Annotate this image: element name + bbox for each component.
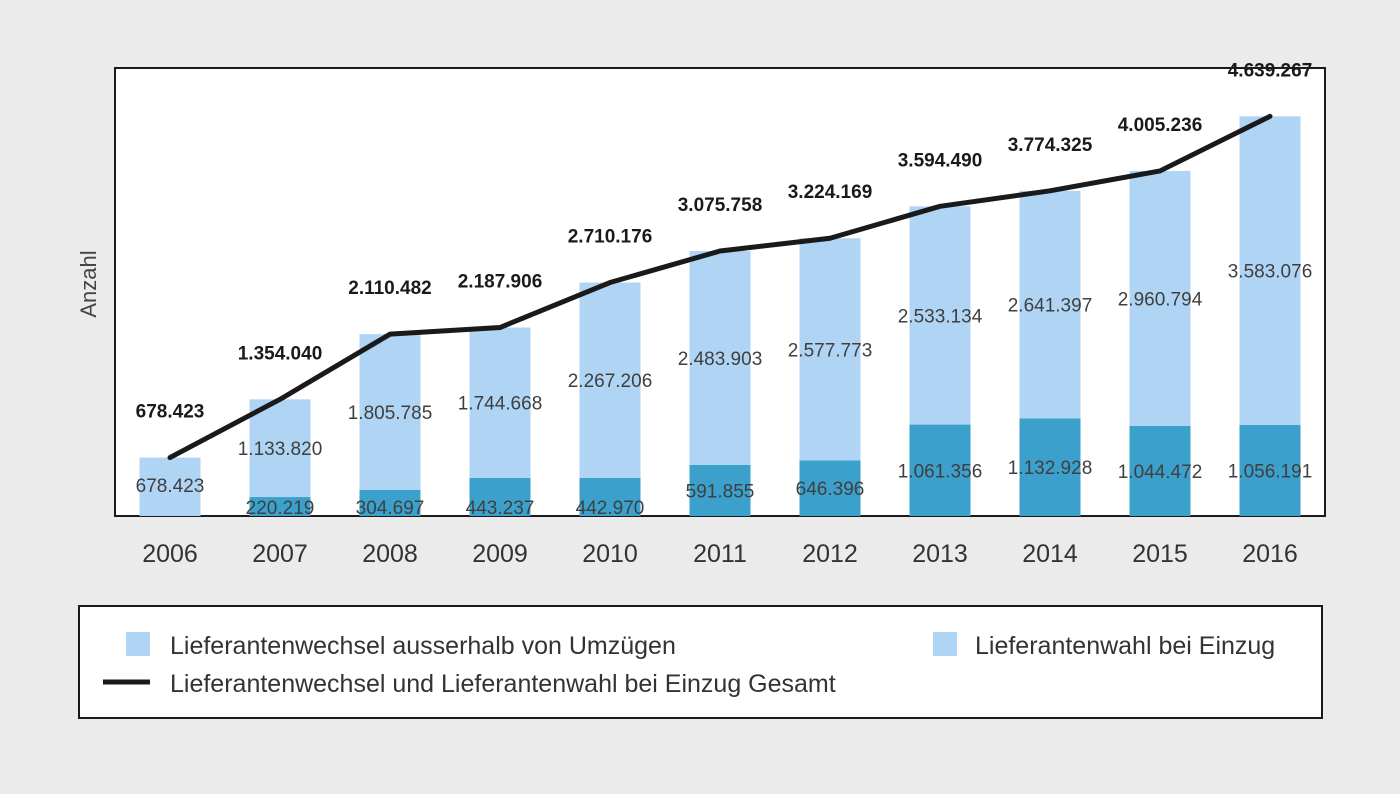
x-tick-2009: 2009: [472, 540, 528, 568]
label-total-2015: 4.005.236: [1118, 115, 1203, 136]
label-wechsel-2011: 2.483.903: [678, 349, 763, 370]
labels-layer: 678.423 678.423 220.219 1.133.820 1.354.040 3…: [136, 60, 1313, 519]
bar-einzug-2010: [579, 477, 641, 516]
bar-wechsel-2013: [909, 206, 971, 425]
bar-wechsel-2010: [579, 282, 641, 478]
x-tick-2007: 2007: [252, 540, 308, 568]
y-axis-title: Anzahl: [76, 250, 101, 317]
bar-wechsel-2011: [689, 251, 751, 466]
x-tick-2013: 2013: [912, 540, 968, 568]
legend: Lieferantenwechsel ausserhalb von Umzüge…: [78, 605, 1323, 719]
label-wechsel-2016: 3.583.076: [1228, 262, 1313, 283]
bar-wechsel-2006: [139, 457, 201, 516]
bar-wechsel-2008: [359, 334, 421, 490]
bar-einzug-2013: [909, 424, 971, 516]
x-tick-2016: 2016: [1242, 540, 1298, 568]
label-total-2006: 678.423: [136, 402, 205, 423]
label-wechsel-2007: 1.133.820: [238, 439, 323, 460]
x-tick-2012: 2012: [802, 540, 858, 568]
x-tick-2010: 2010: [582, 540, 638, 568]
label-wechsel-2008: 1.805.785: [348, 403, 433, 424]
legend-swatch-einzug: [933, 632, 957, 656]
label-einzug-2011: 591.855: [686, 482, 755, 503]
bar-einzug-2009: [469, 477, 531, 516]
x-tick-2006: 2006: [142, 540, 198, 568]
bar-wechsel-2015: [1129, 170, 1191, 427]
x-tick-2011: 2011: [693, 540, 747, 568]
bar-wechsel-2009: [469, 327, 531, 478]
bar-wechsel-2014: [1019, 190, 1081, 419]
legend-label-gesamt: Lieferantenwechsel und Lieferantenwahl b…: [170, 670, 836, 698]
label-total-2010: 2.710.176: [568, 227, 653, 248]
label-wechsel-2010: 2.267.206: [568, 371, 653, 392]
label-einzug-2013: 1.061.356: [898, 461, 983, 482]
label-wechsel-2013: 2.533.134: [898, 306, 983, 327]
label-wechsel-2014: 2.641.397: [1008, 296, 1093, 317]
label-total-2008: 2.110.482: [348, 278, 431, 299]
label-total-2007: 1.354.040: [238, 343, 323, 364]
label-wechsel-2009: 1.744.668: [458, 394, 543, 415]
label-einzug-2015: 1.044.472: [1118, 462, 1203, 483]
bar-einzug-2012: [799, 460, 861, 516]
x-tick-2015: 2015: [1132, 540, 1188, 568]
legend-frame: [78, 605, 1323, 719]
bar-einzug-2008: [359, 489, 421, 516]
bar-wechsel-2016: [1239, 116, 1301, 426]
x-tick-2008: 2008: [362, 540, 418, 568]
x-ticks-layer: 2006 2007 2008 2009 2010 2011 2012 2013 2014 2015…: [142, 540, 1298, 568]
label-total-2012: 3.224.169: [788, 182, 873, 203]
label-total-2011: 3.075.758: [678, 195, 763, 216]
bar-wechsel-2007: [249, 399, 311, 498]
label-einzug-2007: 220.219: [246, 498, 315, 519]
line-layer: [167, 113, 1273, 461]
label-total-2009: 2.187.906: [458, 272, 543, 293]
label-total-2013: 3.594.490: [898, 150, 983, 171]
legend-label-wechsel: Lieferantenwechsel ausserhalb von Umzüge…: [170, 632, 676, 660]
label-wechsel-2006: 678.423: [136, 476, 205, 497]
label-total-2016: 4.639.267: [1228, 60, 1313, 81]
bars-layer: [139, 116, 1301, 516]
label-wechsel-2012: 2.577.773: [788, 340, 873, 361]
legend-swatch-wechsel: [126, 632, 150, 656]
x-tick-2014: 2014: [1022, 540, 1078, 568]
legend-label-einzug: Lieferantenwahl bei Einzug: [975, 632, 1275, 660]
label-einzug-2012: 646.396: [796, 479, 865, 500]
label-total-2014: 3.774.325: [1008, 135, 1093, 156]
label-einzug-2009: 443.237: [466, 498, 535, 519]
label-einzug-2008: 304.697: [356, 498, 425, 519]
bar-einzug-2007: [249, 497, 311, 516]
bar-einzug-2014: [1019, 418, 1081, 516]
bar-einzug-2016: [1239, 425, 1301, 516]
bar-wechsel-2012: [799, 238, 861, 461]
label-einzug-2010: 442.970: [576, 498, 645, 519]
label-einzug-2016: 1.056.191: [1228, 462, 1313, 483]
label-wechsel-2015: 2.960.794: [1118, 289, 1203, 310]
bar-einzug-2011: [689, 465, 751, 516]
label-einzug-2014: 1.132.928: [1008, 458, 1093, 479]
bar-einzug-2015: [1129, 426, 1191, 516]
total-line: [167, 113, 1273, 461]
